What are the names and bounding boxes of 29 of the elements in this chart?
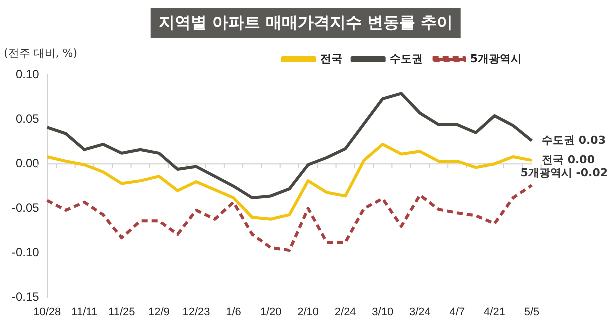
chart-title: 지역별 아파트 매매가격지수 변동률 추이: [150, 8, 462, 38]
annotation: 수도권 0.03: [542, 134, 606, 147]
y-tick-label: -0.15: [12, 290, 40, 304]
x-tick-label: 11/11: [72, 306, 98, 318]
x-tick-label: 4/7: [450, 306, 466, 318]
y-tick-label: -0.10: [12, 246, 40, 260]
x-tick-label: 11/25: [108, 306, 136, 318]
y-tick-label: 0.10: [16, 67, 40, 82]
x-tick-label: 12/9: [148, 306, 170, 318]
x-tick-label: 1/6: [226, 306, 242, 318]
y-tick-label: 0.00: [16, 156, 40, 170]
annotation: 전국 0.00: [542, 153, 596, 166]
legend-label: 수도권: [390, 52, 423, 66]
legend-label: 전국: [320, 52, 342, 66]
legend-label: 5개광역시: [470, 52, 522, 66]
x-tick-label: 3/24: [409, 306, 431, 318]
x-tick-label: 12/23: [182, 306, 210, 318]
x-tick-label: 5/5: [524, 306, 540, 318]
x-tick-label: 3/10: [372, 306, 394, 318]
x-tick-label: 2/24: [334, 306, 356, 318]
line-series: [46, 184, 534, 252]
x-tick-label: 2/10: [298, 306, 320, 318]
annotation: 5개광역시 -0.02: [520, 166, 608, 180]
y-tick-label: 0.05: [16, 112, 40, 126]
x-tick-label: 1/20: [260, 306, 282, 318]
y-tick-label: -0.05: [12, 200, 40, 215]
x-tick-label: 4/21: [484, 306, 506, 318]
x-tick-label: 10/28: [34, 306, 62, 318]
y-axis-title: (전주 대비, %): [4, 46, 78, 61]
